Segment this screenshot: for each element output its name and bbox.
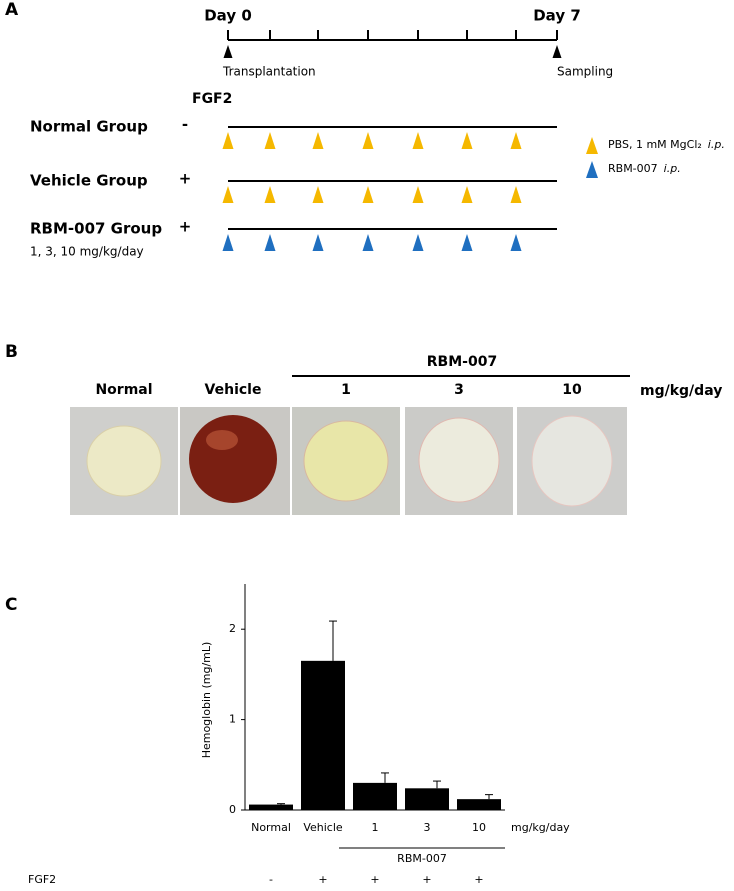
group-name: RBM-007 Group: [30, 220, 162, 238]
fgf2-value: +: [422, 873, 431, 886]
injection-marker: [586, 161, 598, 178]
injection-marker: [412, 234, 424, 251]
group-fgf2: +: [179, 170, 192, 188]
injection-marker: [461, 186, 473, 203]
injection-marker: [264, 186, 276, 203]
injection-marker: [362, 234, 374, 251]
legend-text: PBS, 1 mM MgCl₂: [608, 138, 702, 151]
injection-marker: [510, 234, 522, 251]
event-start: Transplantation: [222, 65, 316, 79]
panel-label: B: [5, 342, 18, 362]
plug: [189, 415, 277, 503]
injection-marker: [461, 234, 473, 251]
plug: [86, 425, 162, 497]
y-tick-label: 1: [229, 713, 236, 726]
unit-label: mg/kg/day: [640, 383, 722, 399]
injection-marker: [552, 45, 562, 58]
injection-marker: [586, 137, 598, 154]
injection-marker: [312, 234, 324, 251]
y-tick-label: 0: [229, 803, 236, 816]
bar: [405, 788, 449, 810]
group-label: RBM-007: [427, 354, 497, 370]
x-tick-label: 1: [372, 821, 379, 834]
injection-marker: [264, 132, 276, 149]
day-start: Day 0: [204, 7, 252, 25]
injection-marker: [222, 234, 234, 251]
fgf2-label: FGF2: [28, 873, 56, 886]
injection-marker: [362, 186, 374, 203]
group-fgf2: +: [179, 218, 192, 236]
x-tick-label: Normal: [251, 821, 291, 834]
unit-label: mg/kg/day: [511, 821, 570, 834]
photo-strip: [70, 407, 627, 515]
injection-marker: [510, 132, 522, 149]
plug: [418, 417, 500, 503]
plug: [303, 420, 389, 502]
x-tick-label: 3: [424, 821, 431, 834]
injection-marker: [412, 186, 424, 203]
plug: [531, 415, 613, 507]
panel-label: A: [5, 0, 19, 20]
bar: [249, 804, 293, 810]
panel-label: C: [5, 595, 17, 615]
injection-marker: [461, 132, 473, 149]
group-dose: 1, 3, 10 mg/kg/day: [30, 245, 144, 259]
injection-marker: [362, 132, 374, 149]
fgf2-value: -: [269, 873, 273, 886]
y-axis-label: Hemoglobin (mg/mL): [200, 642, 213, 759]
fgf2-header: FGF2: [192, 91, 232, 107]
event-end: Sampling: [557, 65, 613, 79]
group-name: Vehicle Group: [30, 172, 148, 190]
legend-text: RBM-007: [608, 162, 658, 175]
fgf2-value: +: [474, 873, 483, 886]
injection-marker: [222, 186, 234, 203]
injection-marker: [412, 132, 424, 149]
column-label: 1: [341, 382, 351, 398]
bar: [353, 782, 397, 810]
injection-marker: [312, 186, 324, 203]
column-label: Vehicle: [205, 382, 262, 398]
x-tick-label: Vehicle: [303, 821, 343, 834]
column-label: Normal: [95, 382, 152, 398]
bar: [301, 660, 345, 810]
injection-marker: [312, 132, 324, 149]
column-label: 3: [454, 382, 464, 398]
group-fgf2: -: [182, 116, 188, 134]
x-tick-label: 10: [472, 821, 486, 834]
group-name: Normal Group: [30, 118, 148, 136]
column-label: 10: [562, 382, 582, 398]
group-label: RBM-007: [397, 852, 447, 865]
legend-route: i.p.: [664, 162, 681, 175]
legend-route: i.p.: [708, 138, 725, 151]
fgf2-value: +: [318, 873, 327, 886]
plug-highlight: [206, 430, 238, 450]
y-tick-label: 2: [229, 622, 236, 635]
injection-marker: [222, 132, 234, 149]
injection-marker: [223, 45, 233, 58]
bar: [457, 799, 501, 810]
fgf2-value: +: [370, 873, 379, 886]
day-end: Day 7: [533, 7, 581, 25]
injection-marker: [264, 234, 276, 251]
injection-marker: [510, 186, 522, 203]
